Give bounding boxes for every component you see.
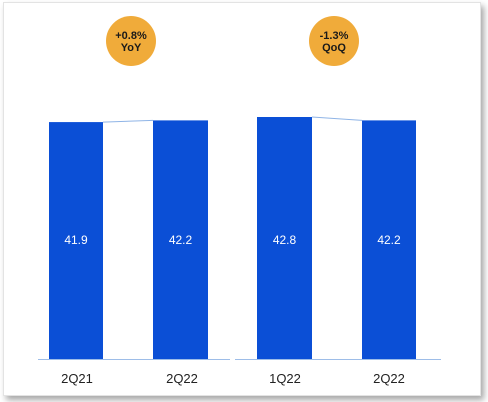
- badge-percent: -1.3%: [320, 30, 349, 42]
- bar: [153, 120, 208, 360]
- badge-period: QoQ: [322, 42, 346, 54]
- tick-label: 1Q22: [269, 371, 301, 386]
- connector-line: [311, 116, 363, 121]
- tick-label: 2Q22: [373, 371, 405, 386]
- data-label: 42.8: [273, 233, 297, 247]
- tick-label: 2Q21: [61, 371, 93, 386]
- bar: [362, 120, 416, 360]
- bar: [257, 117, 312, 359]
- badge-percent: +0.8%: [115, 30, 147, 42]
- change-badge: [106, 16, 156, 66]
- data-label: 41.9: [64, 233, 88, 247]
- data-label: 42.2: [377, 233, 401, 247]
- tick-label: 2Q22: [166, 371, 198, 386]
- badge-period: YoY: [121, 42, 142, 54]
- connector-line: [102, 119, 154, 123]
- data-label: 42.2: [169, 233, 193, 247]
- bar: [49, 122, 103, 360]
- change-badge: [309, 16, 359, 66]
